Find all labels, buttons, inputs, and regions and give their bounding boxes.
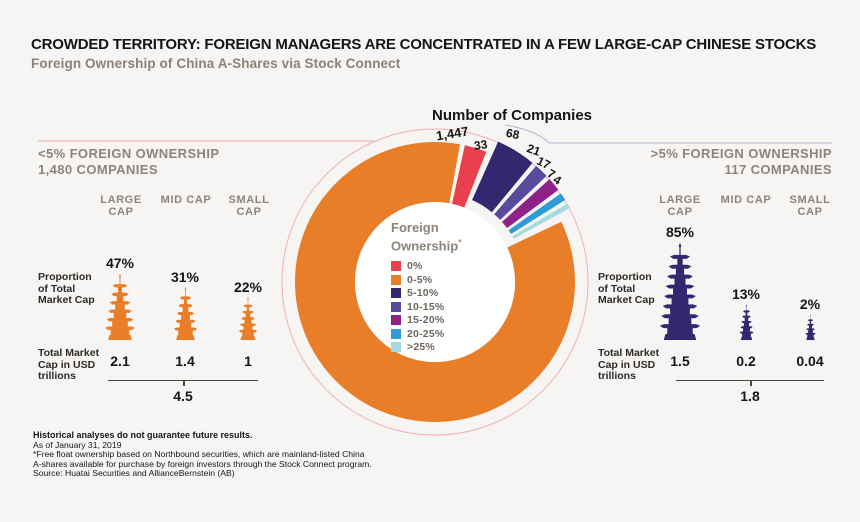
footnote-line-1: Historical analyses do not guarantee fut…	[33, 430, 253, 440]
trillions-value-right-mid: 0.2	[736, 353, 756, 369]
legend-item-label: 0-5%	[407, 273, 433, 286]
column-header-left-small-cap: SMALL CAP	[228, 194, 270, 218]
legend-item-label: >25%	[407, 341, 435, 354]
donut-value-label-5-10: 68	[504, 125, 521, 143]
donut-slice-0-5	[294, 142, 575, 423]
sum-line-left	[108, 380, 258, 386]
column-header-left-large-cap: LARGE CAP	[100, 194, 142, 218]
left-panel-title-line1: <5% FOREIGN OWNERSHIP	[38, 146, 220, 161]
donut-value-label-0: 33	[473, 137, 489, 153]
percent-label-right-small: 2%	[799, 296, 821, 312]
legend-title: Foreign Ownership*	[391, 220, 462, 253]
footnote-line-4: A-shares available for purchase by forei…	[33, 458, 372, 469]
legend-item-label: 15-20%	[407, 314, 445, 327]
legend-item: >25%	[391, 340, 501, 354]
column-header-right-mid-cap: MID CAP	[720, 194, 772, 206]
percent-label-left-mid: 31%	[170, 269, 200, 285]
legend-swatch	[391, 288, 401, 299]
column-header-right-small-cap: SMALL CAP	[789, 194, 831, 218]
legend-swatch	[391, 261, 401, 272]
right-panel-title-line1: >5% FOREIGN OWNERSHIP	[650, 146, 832, 161]
left-total-row-label: Total Market Cap in USD trillions	[38, 347, 100, 382]
sum-line-right	[676, 380, 824, 386]
trillions-value-right-small: 0.04	[796, 353, 824, 369]
donut-slice-10-15	[494, 165, 547, 220]
pagoda-icon-right-small	[805, 314, 816, 340]
footnote-line-5: Source: Huatai Securities and AllianceBe…	[33, 468, 235, 479]
right-panel-count: 117 COMPANIES	[724, 162, 832, 177]
legend-item: 0%	[391, 259, 501, 273]
sum-total-right: 1.8	[740, 388, 760, 404]
legend-item: 5-10%	[391, 286, 501, 300]
column-header-right-large-cap: LARGE CAP	[659, 194, 701, 218]
pagoda-icon-left-small	[238, 297, 258, 340]
right-panel-title: >5% FOREIGN OWNERSHIP 117 COMPANIES	[651, 146, 832, 178]
legend-item-label: 5-10%	[407, 287, 439, 300]
percent-label-left-small: 22%	[233, 279, 263, 295]
pagoda-icon-right-mid	[739, 304, 754, 340]
legend-item: 10-15%	[391, 300, 501, 314]
legend-footnote-mark: *	[458, 237, 462, 247]
pagoda-icon-left-large	[104, 274, 136, 340]
legend-swatch	[391, 315, 401, 326]
trillions-value-left-small: 1	[244, 353, 252, 369]
trillions-value-right-large: 1.5	[670, 353, 690, 369]
footnote-line-3: *Free float ownership based on Northboun…	[33, 449, 365, 460]
trillions-value-left-large: 2.1	[110, 353, 130, 369]
donut-chart-title: Number of Companies	[431, 107, 593, 124]
percent-label-left-large: 47%	[105, 255, 135, 271]
right-proportion-row-label: Proportion of Total Market Cap	[598, 271, 655, 306]
donut-slice-5-10	[472, 141, 533, 213]
column-header-left-mid-cap: MID CAP	[160, 194, 212, 206]
donut-center-legend: Foreign Ownership* 0% 0-5% 5-10% 10-15% 15-2…	[391, 220, 501, 354]
donut-slice-15-20	[502, 179, 559, 229]
legend-item: 20-25%	[391, 327, 501, 341]
right-total-row-label: Total Market Cap in USD trillions	[598, 347, 660, 382]
pagoda-icon-right-large	[658, 243, 702, 340]
legend-item: 0-5%	[391, 273, 501, 287]
legend-swatch	[391, 342, 401, 353]
left-panel-title: <5% FOREIGN OWNERSHIP 1,480 COMPANIES	[38, 146, 219, 178]
legend-swatch	[391, 328, 401, 339]
legend-swatch	[391, 301, 401, 312]
page-title: CROWDED TERRITORY: FOREIGN MANAGERS ARE …	[31, 36, 817, 53]
trillions-value-left-mid: 1.4	[175, 353, 195, 369]
footnotes: Historical analyses do not guarantee fut…	[33, 430, 372, 479]
legend-item-label: 0%	[407, 260, 423, 273]
pagoda-icon-left-mid	[173, 287, 198, 340]
sum-total-left: 4.5	[173, 388, 193, 404]
legend-item-label: 20-25%	[407, 327, 445, 340]
page-subtitle: Foreign Ownership of China A-Shares via …	[31, 56, 401, 71]
footnote-line-2: As of January 31, 2019	[33, 439, 122, 450]
donut-slice-20-25	[508, 193, 566, 234]
percent-label-right-large: 85%	[665, 224, 695, 240]
left-proportion-row-label: Proportion of Total Market Cap	[38, 271, 95, 306]
percent-label-right-mid: 13%	[731, 286, 761, 302]
legend-swatch	[391, 274, 401, 285]
legend-item: 15-20%	[391, 313, 501, 327]
left-panel-count: 1,480 COMPANIES	[38, 162, 158, 177]
donut-slice-25	[512, 203, 571, 239]
donut-slice-0	[452, 145, 487, 208]
legend-item-label: 10-15%	[407, 300, 445, 313]
